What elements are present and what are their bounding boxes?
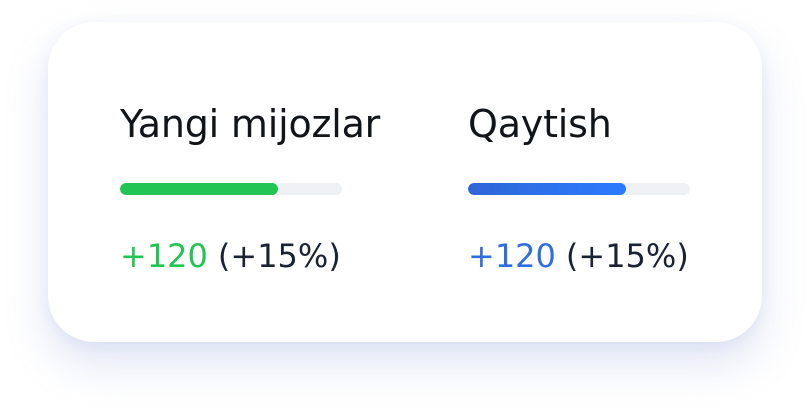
progress-bar-track [120,183,342,195]
metric-title: Yangi mijozlar [120,102,381,146]
progress-bar-fill [120,183,278,195]
percent-change: (+15%) [217,237,341,275]
stats-card: Yangi mijozlar +120 (+15%) Qaytish +120 (+… [48,22,762,342]
metric-title: Qaytish [468,102,612,146]
delta-value: +120 [468,237,556,275]
metric-value: +120 (+15%) [468,234,689,278]
percent-change: (+15%) [565,237,689,275]
metric-value: +120 (+15%) [120,234,341,278]
delta-value: +120 [120,237,208,275]
progress-bar-track [468,183,690,195]
progress-bar-fill [468,183,626,195]
